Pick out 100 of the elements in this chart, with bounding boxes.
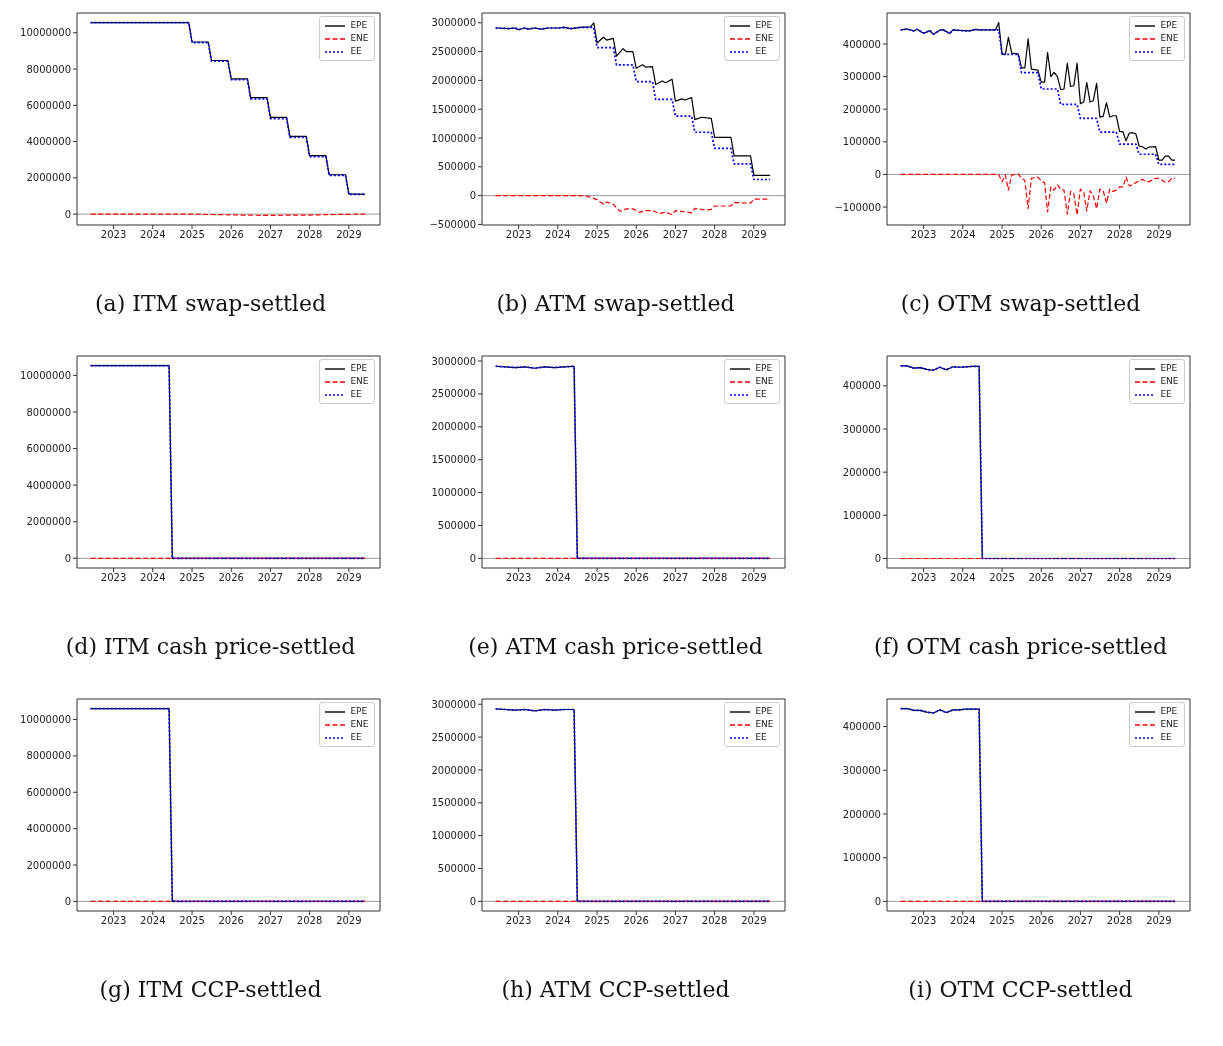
y-tick-label: 400000	[842, 721, 881, 733]
y-tick-label: 200000	[842, 466, 881, 478]
x-tick-label: 2026	[623, 915, 649, 927]
x-tick-label: 2025	[583, 229, 610, 241]
x-tick-label: 2023	[100, 572, 126, 584]
text: (b) ATM swap-settled	[496, 291, 735, 316]
x-tick-label: 2027	[662, 229, 688, 241]
x-tick-label: 2025	[178, 572, 205, 584]
x-tick-label: 2029	[1145, 915, 1172, 927]
y-tick-label: 3000000	[430, 355, 476, 367]
y-tick-label: 10000000	[19, 714, 71, 726]
y-tick-label: 6000000	[25, 443, 71, 455]
y-tick-label: 0	[64, 208, 71, 220]
x-tick-label: 2028	[1106, 572, 1132, 584]
x-tick-label: 2028	[296, 572, 322, 584]
x-tick-label: 2029	[740, 915, 767, 927]
y-tick-label: 0	[469, 552, 476, 564]
y-tick-label: 400000	[842, 38, 881, 50]
y-tick-label: 3000000	[430, 698, 476, 710]
y-tick-label: 2000000	[430, 421, 476, 433]
x-tick-label: 2027	[1067, 229, 1093, 241]
x-tick-label: 2027	[257, 915, 283, 927]
x-tick-label: 2027	[1067, 915, 1093, 927]
legend-label: EE	[755, 731, 767, 744]
x-tick-label: 2029	[740, 572, 767, 584]
y-tick-label: 2500000	[430, 388, 476, 400]
legend-label: EPE	[755, 362, 773, 375]
x-tick-label: 2028	[296, 915, 322, 927]
y-tick-label: 2000000	[430, 764, 476, 776]
legend-label: EE	[1160, 731, 1172, 744]
legend-label: EPE	[755, 705, 773, 718]
x-tick-label: 2029	[1145, 229, 1172, 241]
y-tick-label: 0	[874, 169, 881, 180]
y-tick-label: 300000	[842, 423, 881, 435]
x-tick-label: 2025	[988, 572, 1015, 584]
y-tick-label: 0	[469, 190, 476, 202]
y-tick-label: −100000	[833, 201, 881, 213]
text: (e) ATM cash price-settled	[468, 634, 763, 659]
legend-label: ENE	[1160, 375, 1179, 388]
y-tick-label: 1000000	[430, 487, 476, 499]
x-tick-label: 2024	[544, 572, 570, 584]
legend-label: EPE	[350, 362, 368, 375]
legend-label: EPE	[755, 19, 773, 32]
x-tick-label: 2028	[701, 572, 727, 584]
x-tick-label: 2023	[100, 915, 126, 927]
y-tick-label: 6000000	[25, 786, 71, 798]
x-tick-label: 2027	[257, 572, 283, 584]
x-tick-label: 2024	[139, 915, 165, 927]
x-tick-label: 2028	[701, 229, 727, 241]
y-tick-label: 0	[64, 552, 71, 564]
x-tick-label: 2029	[1145, 572, 1172, 584]
text: (c) OTM swap-settled	[900, 291, 1141, 316]
x-tick-label: 2025	[178, 229, 205, 241]
x-tick-label: 2026	[623, 229, 649, 241]
x-tick-label: 2029	[335, 229, 362, 241]
x-tick-label: 2023	[505, 229, 531, 241]
x-tick-label: 2027	[662, 572, 688, 584]
y-tick-label: 500000	[437, 161, 476, 173]
x-tick-label: 2026	[218, 915, 244, 927]
legend-label: EE	[350, 45, 362, 58]
y-tick-label: 1000000	[430, 132, 476, 144]
y-tick-label: −500000	[428, 218, 476, 230]
y-tick-label: 10000000	[19, 369, 71, 381]
x-tick-label: 2026	[623, 572, 649, 584]
legend-label: EPE	[1160, 705, 1178, 718]
y-tick-label: 300000	[842, 71, 881, 83]
x-tick-label: 2024	[949, 915, 975, 927]
legend-label: EE	[1160, 388, 1172, 401]
y-tick-label: 4000000	[25, 823, 71, 835]
x-tick-label: 2024	[139, 229, 165, 241]
x-tick-label: 2023	[910, 915, 936, 927]
legend-label: EPE	[350, 19, 368, 32]
text: (g) ITM CCP-settled	[99, 977, 322, 1002]
y-tick-label: 100000	[842, 136, 881, 148]
y-tick-label: 1500000	[430, 797, 476, 809]
y-tick-label: 2000000	[25, 859, 71, 871]
y-tick-label: 4000000	[25, 136, 71, 148]
x-tick-label: 2024	[139, 572, 165, 584]
y-tick-label: 300000	[842, 764, 881, 776]
x-tick-label: 2024	[949, 229, 975, 241]
text: (i) OTM CCP-settled	[908, 977, 1133, 1002]
x-tick-label: 2026	[1028, 915, 1054, 927]
legend-label: ENE	[755, 32, 774, 45]
y-tick-label: 6000000	[25, 99, 71, 111]
y-tick-label: 400000	[842, 380, 881, 392]
x-tick-label: 2025	[178, 915, 205, 927]
legend-label: EPE	[1160, 19, 1178, 32]
text: (h) ATM CCP-settled	[501, 977, 730, 1002]
y-tick-label: 4000000	[25, 479, 71, 491]
x-tick-label: 2028	[701, 915, 727, 927]
text: (d) ITM cash price-settled	[65, 634, 356, 659]
x-tick-label: 2028	[1106, 915, 1132, 927]
y-tick-label: 500000	[437, 863, 476, 875]
x-tick-label: 2026	[218, 572, 244, 584]
y-tick-label: 2000000	[430, 74, 476, 86]
legend-label: ENE	[755, 375, 774, 388]
y-tick-label: 3000000	[430, 17, 476, 29]
legend-label: ENE	[350, 375, 369, 388]
x-tick-label: 2023	[910, 229, 936, 241]
legend-label: EE	[755, 45, 767, 58]
